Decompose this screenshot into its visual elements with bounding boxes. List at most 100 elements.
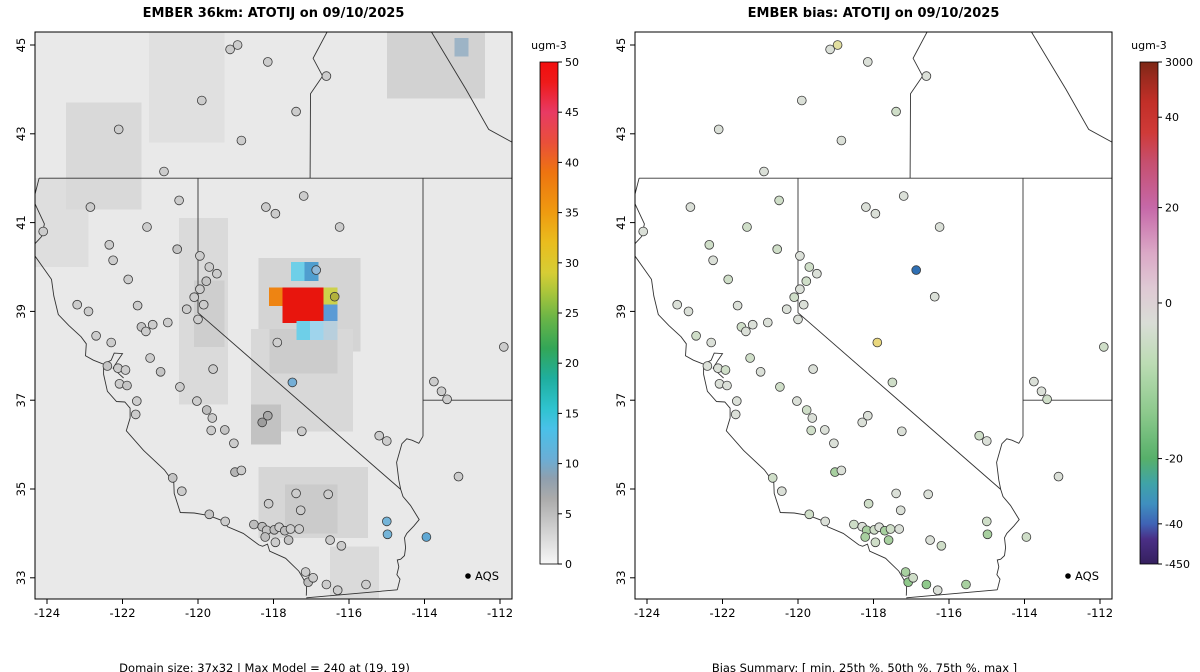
y-tick-label: 45: [614, 38, 628, 53]
station-marker: [829, 438, 839, 449]
station-marker: [336, 540, 347, 551]
station-marker: [262, 410, 273, 421]
station-marker: [863, 498, 874, 509]
station-marker: [849, 519, 859, 530]
border-line: [430, 32, 512, 143]
border-line: [1030, 32, 1112, 143]
y-tick-label: 43: [14, 126, 28, 141]
station-marker: [772, 244, 783, 255]
station-marker: [261, 202, 271, 212]
station-marker: [925, 535, 935, 545]
stations-layer: [638, 40, 1109, 595]
station-marker: [872, 337, 883, 348]
station-marker: [885, 524, 896, 534]
colorbar-tick-label: 25: [565, 307, 579, 320]
colorbar-tick-label: 40: [565, 156, 579, 169]
x-tick-label: -114: [1011, 606, 1037, 620]
station-marker: [806, 425, 817, 436]
station-marker: [755, 366, 766, 377]
station-marker: [934, 222, 945, 232]
colorbar-units-label: ugm-3: [531, 39, 567, 52]
raster-cell: [309, 321, 324, 340]
station-marker: [732, 396, 742, 406]
station-marker: [862, 410, 873, 421]
x-tick-label: -112: [487, 606, 513, 620]
station-marker: [321, 579, 332, 590]
station-marker: [291, 488, 301, 499]
station-marker: [807, 413, 818, 423]
y-tick-label: 33: [614, 570, 628, 585]
station-marker: [260, 532, 271, 542]
border-line: [797, 178, 1001, 490]
station-marker: [108, 255, 118, 266]
station-marker: [207, 413, 218, 423]
station-marker: [923, 489, 934, 500]
map-outline: [635, 32, 1112, 599]
colorbar-tick-label: 35: [565, 207, 579, 220]
station-marker: [270, 537, 281, 548]
map-outline: [35, 32, 512, 599]
station-marker: [801, 405, 812, 415]
border-line: [197, 178, 401, 490]
bias-map-plot: -124 -122 -120 -118 -116 -114 -112 33 35 37 39 41 43…: [614, 31, 1193, 620]
y-tick-label: 41: [614, 215, 628, 230]
station-marker: [883, 535, 894, 545]
raster-patch: [65, 102, 142, 210]
station-marker: [911, 265, 922, 275]
station-marker: [91, 330, 101, 341]
station-marker: [894, 524, 905, 534]
station-marker: [857, 417, 868, 428]
station-marker: [206, 425, 217, 436]
colorbar-tick-label: 10: [565, 458, 579, 471]
y-tick-label: 33: [14, 570, 28, 585]
station-marker: [891, 106, 901, 117]
station-marker: [981, 516, 992, 527]
station-marker: [198, 299, 209, 310]
colorbar-tick-label: 0: [565, 558, 572, 571]
station-marker: [896, 426, 907, 437]
y-tick-label: 39: [614, 304, 628, 319]
station-marker: [263, 498, 274, 509]
colorbar-gradient: [1139, 61, 1159, 565]
station-marker: [374, 430, 385, 441]
right-caption-line1: Bias Summary: [ min, 25th %, 50th %, 75t…: [711, 661, 1018, 672]
station-marker: [742, 222, 752, 232]
station-marker: [961, 579, 971, 590]
axes: -124 -122 -120 -118 -116 -114 -112 33 35 37 39 41 43…: [614, 38, 1113, 620]
station-marker: [85, 202, 96, 212]
station-marker: [122, 380, 132, 391]
station-marker: [201, 276, 212, 287]
x-tick-label: -112: [1087, 606, 1113, 620]
x-tick-label: -118: [860, 606, 886, 620]
station-marker: [321, 71, 332, 81]
x-tick-label: -116: [936, 606, 962, 620]
colorbar-tick-label: 40: [1165, 111, 1179, 124]
station-marker: [723, 274, 733, 285]
station-marker: [262, 57, 273, 67]
raster-patch: [386, 32, 485, 99]
station-marker: [102, 361, 113, 371]
station-marker: [929, 291, 940, 302]
right-chart-title: EMBER bias: ATOTIJ on 09/10/2025: [747, 6, 1000, 21]
station-marker: [921, 579, 932, 590]
x-tick-label: -120: [785, 606, 811, 620]
station-marker: [759, 166, 769, 177]
station-marker: [801, 276, 812, 287]
station-marker: [638, 226, 648, 237]
y-tick-label: 43: [614, 126, 628, 141]
station-marker: [229, 438, 239, 449]
station-marker: [329, 291, 340, 302]
station-marker: [147, 319, 158, 330]
station-marker: [323, 489, 334, 500]
station-marker: [900, 567, 911, 577]
station-marker: [820, 425, 830, 435]
border-line: [635, 178, 908, 596]
station-marker: [181, 304, 192, 315]
colorbar-tick-label: 3000: [1165, 56, 1193, 69]
colorbar-tick-label: 50: [565, 56, 579, 69]
station-marker: [720, 365, 731, 375]
station-marker: [861, 202, 871, 212]
raster-cell: [296, 287, 311, 307]
station-marker: [272, 337, 283, 348]
station-marker: [325, 535, 335, 545]
